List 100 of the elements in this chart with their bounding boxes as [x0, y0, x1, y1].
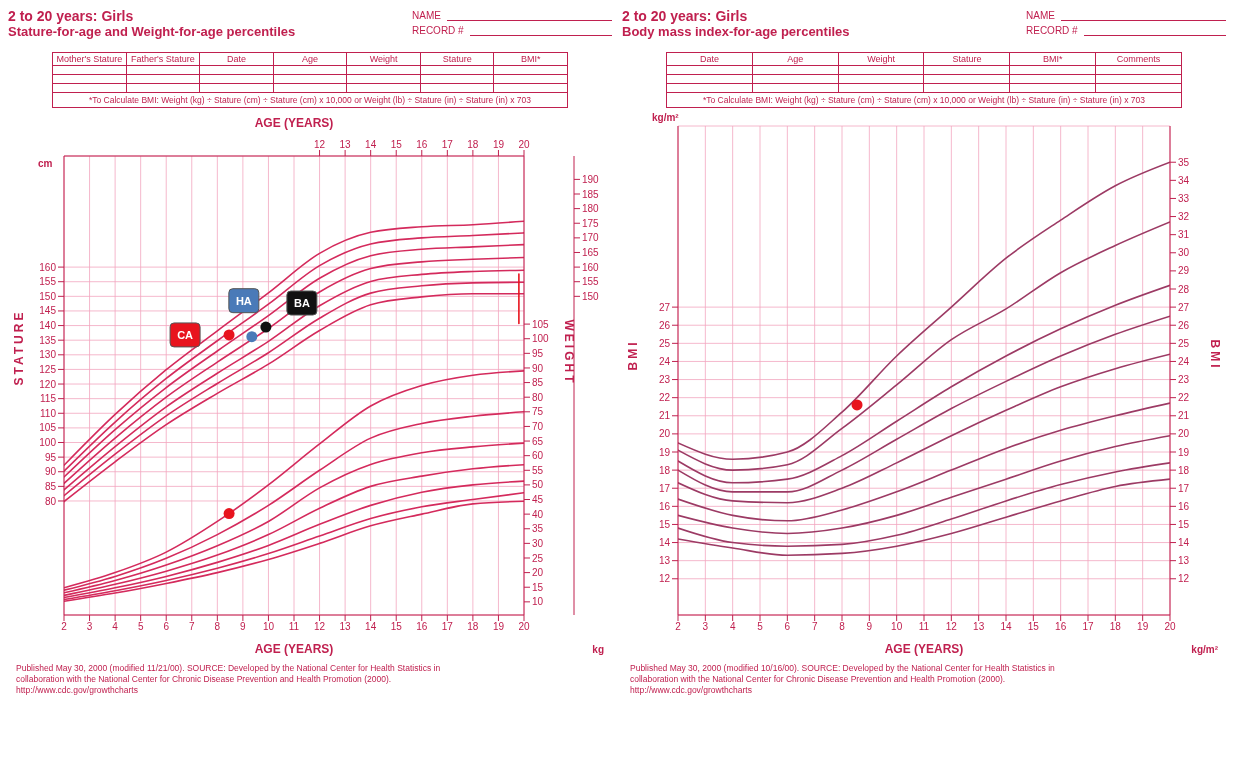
y2-tick-label: 29 [1178, 265, 1190, 277]
y2-tick-label: 18 [1178, 464, 1190, 476]
y-tick-label: 16 [658, 500, 671, 512]
x-tick-label: 8 [214, 621, 221, 633]
y2-tick-label: 30 [532, 537, 544, 549]
x-tick-label: 19 [492, 621, 505, 633]
y-tick-label: 21 [658, 410, 671, 422]
x-tick-label: 17 [441, 621, 454, 633]
y2-axis-title: BMI [1207, 339, 1222, 371]
text: kg [592, 644, 604, 655]
y2-axis-title: WEIGHT [561, 319, 576, 386]
y2-tick-label: 20 [1178, 428, 1190, 440]
text: RECORD # [1026, 25, 1078, 36]
x2-tick-label: 14 [365, 139, 377, 150]
y2-tick-label: 65 [532, 435, 544, 447]
y2-tick-label: 35 [532, 523, 544, 535]
x-tick-label: 2 [61, 621, 68, 633]
y2-tick-label: 33 [1178, 192, 1190, 204]
y-tick-label: 80 [44, 495, 57, 507]
x2-tick-label: 13 [339, 139, 352, 150]
y2-tick-label: 70 [532, 420, 544, 432]
y2-tick-label: 27 [1178, 301, 1190, 313]
y-axis-title: BMI [626, 339, 641, 371]
x-tick-label: 10 [891, 621, 903, 633]
x2-tick-label: 20 [518, 139, 530, 150]
y3-tick-label: 185 [582, 188, 600, 200]
y2-tick-label: 35 [1178, 156, 1190, 168]
x-tick-label: 14 [365, 621, 377, 633]
x-tick-label: 12 [945, 621, 958, 633]
x-tick-label: 13 [339, 621, 352, 633]
y-tick-label: 150 [39, 290, 57, 302]
y-tick-label: 22 [658, 392, 671, 404]
x-tick-label: 16 [416, 621, 428, 633]
x2-axis-title: AGE (YEARS) [254, 115, 334, 130]
chart-title: 2 to 20 years: Girls [622, 8, 749, 24]
y3-tick-label: 160 [582, 261, 600, 273]
y2-tick-label: 95 [532, 347, 544, 359]
text: kg/m² [652, 112, 679, 123]
x-tick-label: 20 [1164, 621, 1176, 633]
y2-tick-label: 25 [532, 552, 544, 564]
x-tick-label: 11 [288, 621, 300, 633]
y3-tick-label: 165 [582, 247, 600, 259]
x-tick-label: 3 [702, 621, 709, 633]
y2-tick-label: 21 [1178, 410, 1190, 422]
y-tick-label: 115 [40, 393, 57, 405]
y2-tick-label: 12 [1178, 573, 1190, 585]
x-tick-label: 7 [811, 621, 818, 633]
y3-tick-label: 170 [582, 232, 600, 244]
y2-tick-label: 75 [532, 406, 544, 418]
y-tick-label: 105 [39, 422, 57, 434]
x-tick-label: 15 [390, 621, 403, 633]
y-tick-label: 19 [658, 446, 671, 458]
x-tick-label: 8 [839, 621, 846, 633]
chart-title: 2 to 20 years: Girls [8, 8, 135, 24]
y-tick-label: 24 [658, 355, 671, 367]
y3-tick-label: 155 [582, 276, 600, 288]
text: NAME [412, 10, 441, 21]
record-table: Date Age Weight Stature BMI* Comments *To Calculate BMI: Weight (kg) ÷ Stature (cm) ÷ Stature (cm) x 10,000 or Weight (lb) ÷ Stature (in) ÷ Stature (in) x 703 [666, 52, 1182, 108]
y2-tick-label: 80 [532, 391, 544, 403]
x-tick-label: 19 [1137, 621, 1149, 633]
y-tick-label: 13 [658, 555, 671, 567]
y-tick-label: 26 [658, 319, 671, 331]
y2-tick-label: 105 [532, 318, 550, 330]
y-tick-label: 85 [44, 480, 57, 492]
text: CA [177, 328, 194, 341]
y-tick-label: 110 [40, 407, 57, 419]
y2-tick-label: 20 [532, 567, 544, 579]
x-tick-label: 18 [467, 621, 479, 633]
y3-tick-label: 150 [582, 290, 600, 302]
y2-tick-label: 60 [532, 450, 544, 462]
y-tick-label: 12 [658, 573, 671, 585]
y2-tick-label: 90 [532, 362, 544, 374]
text: cm [38, 158, 53, 169]
y2-tick-label: 34 [1178, 174, 1190, 186]
text: NAME [1026, 10, 1055, 21]
y-tick-label: 155 [39, 276, 57, 288]
x2-tick-label: 16 [416, 139, 428, 150]
x-tick-label: 6 [784, 621, 791, 633]
y-tick-label: 130 [39, 349, 57, 361]
y3-tick-label: 175 [582, 217, 600, 229]
y2-tick-label: 15 [532, 581, 544, 593]
x2-tick-label: 19 [492, 139, 505, 150]
x-tick-label: 13 [973, 621, 985, 633]
y-tick-label: 135 [39, 334, 57, 346]
y2-tick-label: 55 [532, 464, 544, 476]
text: kg/m² [1191, 644, 1218, 655]
x-tick-label: 4 [112, 621, 119, 633]
y2-tick-label: 22 [1178, 392, 1190, 404]
record-table: Mother's Stature Father's Stature Date Age Weight Stature BMI* *To Calculate BMI: Weight (kg) ÷ Stature (cm) ÷ Stature (cm) x 10,000 or Weight (lb) ÷ Stature (in) ÷ Stature (in) x 703 [52, 52, 568, 108]
x-tick-label: 18 [1109, 621, 1122, 633]
y2-tick-label: 40 [532, 508, 544, 520]
x-tick-label: 3 [86, 621, 93, 633]
y-tick-label: 20 [658, 428, 671, 440]
y2-tick-label: 16 [1178, 500, 1190, 512]
x2-tick-label: 17 [441, 139, 454, 150]
y-tick-label: 125 [39, 363, 57, 375]
text: HA [235, 294, 252, 307]
y2-tick-label: 100 [532, 333, 550, 345]
text: RECORD # [412, 25, 464, 36]
y2-tick-label: 85 [532, 377, 544, 389]
